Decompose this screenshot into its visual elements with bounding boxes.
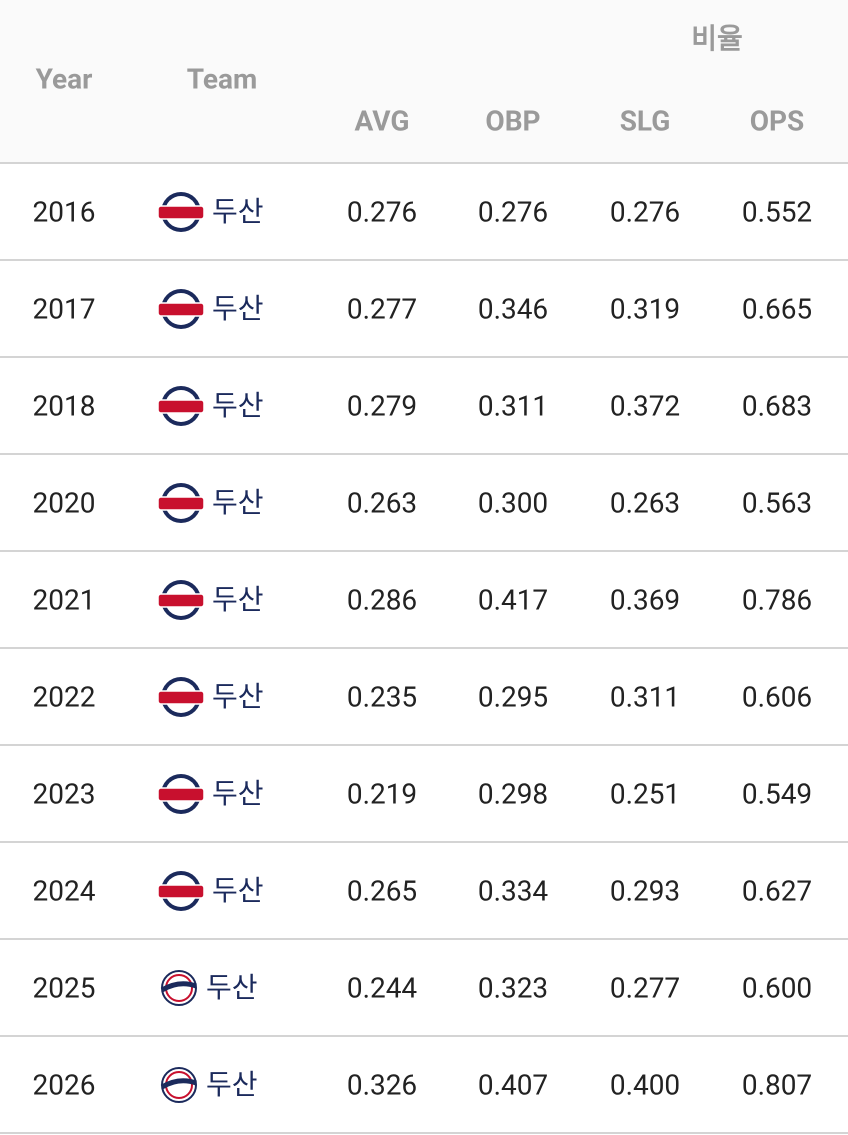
stat-cell: 0.372 <box>609 389 681 423</box>
header-year: Year <box>35 62 93 96</box>
table-row: 2016 두산 0.276 0.276 0.276 0.552 <box>0 164 848 261</box>
stat-cell: 0.786 <box>741 583 813 617</box>
stat-cell: 0.277 <box>609 971 681 1005</box>
team-logo <box>157 871 205 911</box>
stat-cell: 0.400 <box>609 1068 681 1102</box>
team-logo <box>160 970 197 1006</box>
stat-cell: 0.235 <box>346 680 418 714</box>
stat-cell: 0.683 <box>741 389 813 423</box>
team-logo <box>157 677 205 717</box>
year-cell: 2020 <box>32 486 96 520</box>
stat-cell: 0.606 <box>741 680 813 714</box>
stat-cell: 0.319 <box>609 292 681 326</box>
table-row: 2023 두산 0.219 0.298 0.251 0.549 <box>0 746 848 843</box>
year-cell: 2026 <box>32 1068 96 1102</box>
stat-cell: 0.251 <box>609 777 681 811</box>
year-cell: 2018 <box>32 389 96 423</box>
stat-cell: 0.552 <box>741 195 813 229</box>
stat-cell: 0.665 <box>741 292 813 326</box>
stat-cell: 0.417 <box>477 583 549 617</box>
stat-cell: 0.298 <box>477 777 549 811</box>
stat-cell: 0.300 <box>477 486 549 520</box>
header-col: OBP <box>485 104 541 138</box>
team-name: 두산 <box>212 583 264 616</box>
year-cell: 2021 <box>32 583 96 617</box>
stat-cell: 0.244 <box>346 971 418 1005</box>
team-logo <box>157 289 205 329</box>
header-col: SLG <box>619 104 671 138</box>
year-cell: 2016 <box>32 195 96 229</box>
team-name: 두산 <box>212 389 264 422</box>
team-name: 두산 <box>212 680 264 713</box>
stat-cell: 0.279 <box>346 389 418 423</box>
stat-cell: 0.346 <box>477 292 549 326</box>
stat-cell: 0.276 <box>609 195 681 229</box>
table-row: 2025 두산 0.244 0.323 0.277 0.600 <box>0 940 848 1037</box>
stat-cell: 0.263 <box>609 486 681 520</box>
stat-cell: 0.323 <box>477 971 549 1005</box>
table-row: 2024 두산 0.265 0.334 0.293 0.627 <box>0 843 848 940</box>
header-team: Team <box>186 62 258 96</box>
stat-cell: 0.295 <box>477 680 549 714</box>
stat-cell: 0.276 <box>477 195 549 229</box>
stat-cell: 0.265 <box>346 874 418 908</box>
table-row: 2021 두산 0.286 0.417 0.369 0.786 <box>0 552 848 649</box>
year-cell: 2017 <box>32 292 96 326</box>
year-cell: 2024 <box>32 874 96 908</box>
stat-cell: 0.263 <box>346 486 418 520</box>
stat-cell: 0.563 <box>741 486 813 520</box>
stat-cell: 0.807 <box>741 1068 813 1102</box>
stat-cell: 0.334 <box>477 874 549 908</box>
team-logo <box>160 1067 197 1103</box>
stat-cell: 0.219 <box>346 777 418 811</box>
team-logo <box>157 580 205 620</box>
team-logo <box>157 192 205 232</box>
stat-cell: 0.600 <box>741 971 813 1005</box>
team-name: 두산 <box>206 971 258 1004</box>
stat-cell: 0.627 <box>741 874 813 908</box>
year-cell: 2023 <box>32 777 96 811</box>
stat-cell: 0.286 <box>346 583 418 617</box>
team-name: 두산 <box>206 1068 258 1101</box>
stat-cell: 0.277 <box>346 292 418 326</box>
table-row: 2018 두산 0.279 0.311 0.372 0.683 <box>0 358 848 455</box>
table-row: 2020 두산 0.263 0.300 0.263 0.563 <box>0 455 848 552</box>
stat-cell: 0.276 <box>346 195 418 229</box>
table-row: 2022 두산 0.235 0.295 0.311 0.606 <box>0 649 848 746</box>
team-name: 두산 <box>212 195 264 228</box>
team-logo <box>157 386 205 426</box>
team-name: 두산 <box>212 777 264 810</box>
stat-cell: 0.293 <box>609 874 681 908</box>
header-col: AVG <box>354 104 410 138</box>
stat-cell: 0.311 <box>609 680 681 714</box>
team-name: 두산 <box>212 874 264 907</box>
stat-cell: 0.369 <box>609 583 681 617</box>
stat-cell: 0.311 <box>477 389 549 423</box>
stat-cell: 0.407 <box>477 1068 549 1102</box>
year-cell: 2025 <box>32 971 96 1005</box>
stat-cell: 0.326 <box>346 1068 418 1102</box>
team-logo <box>157 774 205 814</box>
team-name: 두산 <box>212 292 264 325</box>
table-row: 2017 두산 0.277 0.346 0.319 0.665 <box>0 261 848 358</box>
team-name: 두산 <box>212 486 264 519</box>
table-header: Year Team 비율 AVG OBP SLG OPS <box>0 0 848 164</box>
year-cell: 2022 <box>32 680 96 714</box>
header-group: 비율 <box>691 22 743 55</box>
table-row: 2026 두산 0.326 0.407 0.400 0.807 <box>0 1037 848 1134</box>
team-logo <box>157 483 205 523</box>
stat-cell: 0.549 <box>741 777 813 811</box>
header-col: OPS <box>749 104 805 138</box>
